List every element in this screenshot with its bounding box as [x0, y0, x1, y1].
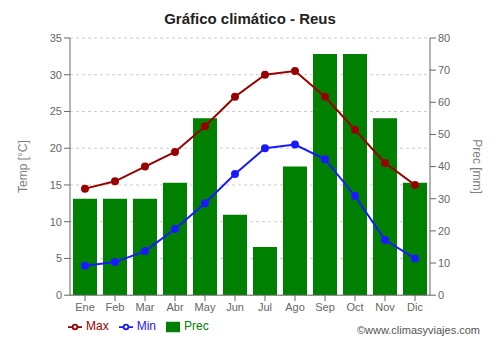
svg-text:Prec [mm]: Prec [mm]: [470, 139, 484, 194]
svg-text:60: 60: [438, 96, 450, 108]
html-text:Prec: Prec: [184, 319, 209, 334]
svg-text:Jun: Jun: [226, 301, 244, 313]
svg-text:40: 40: [438, 160, 450, 172]
svg-text:Oct: Oct: [346, 301, 363, 313]
svg-text:10: 10: [438, 257, 450, 269]
svg-text:Abr: Abr: [166, 301, 183, 313]
svg-text:10: 10: [50, 216, 62, 228]
svg-text:Jul: Jul: [258, 301, 272, 313]
svg-text:30: 30: [438, 193, 450, 205]
html-text:Min: Min: [136, 319, 156, 334]
svg-text:0: 0: [438, 289, 444, 301]
svg-text:50: 50: [438, 128, 450, 140]
svg-text:Sep: Sep: [315, 301, 335, 313]
svg-text:Ene: Ene: [75, 301, 95, 313]
svg-text:0: 0: [56, 289, 62, 301]
svg-text:Temp [°C]: Temp [°C]: [16, 140, 30, 193]
svg-text:Ago: Ago: [285, 301, 305, 313]
svg-text:Mar: Mar: [136, 301, 155, 313]
html-text:©www.climasyviajes.com: ©www.climasyviajes.com: [357, 324, 480, 336]
svg-text:15: 15: [50, 179, 62, 191]
svg-text:5: 5: [56, 252, 62, 264]
svg-text:20: 20: [50, 142, 62, 154]
svg-text:May: May: [195, 301, 216, 313]
svg-text:Nov: Nov: [375, 301, 395, 313]
svg-text:30: 30: [50, 69, 62, 81]
svg-text:20: 20: [438, 225, 450, 237]
html-text:Max: Max: [86, 319, 109, 334]
svg-text:25: 25: [50, 105, 62, 117]
svg-text:80: 80: [438, 32, 450, 44]
svg-text:70: 70: [438, 64, 450, 76]
svg-text:Dic: Dic: [407, 301, 423, 313]
svg-text:35: 35: [50, 32, 62, 44]
svg-text:Feb: Feb: [106, 301, 125, 313]
html-text:Gráfico climático - Reus: Gráfico climático - Reus: [164, 10, 336, 27]
